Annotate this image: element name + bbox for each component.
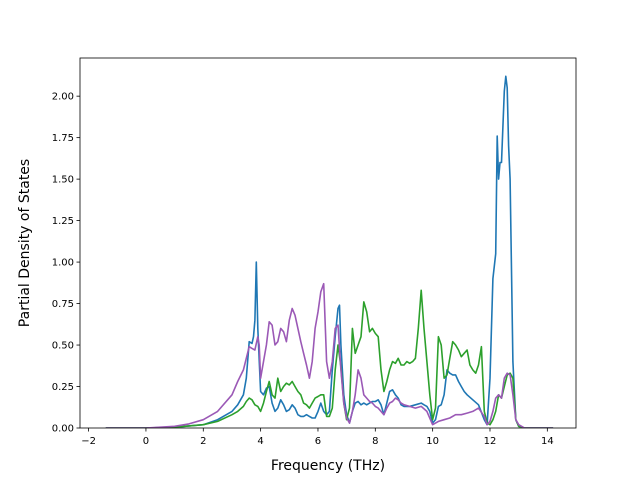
x-tick-label: 14 [541, 436, 554, 447]
plot-area [79, 57, 577, 429]
x-tick-label: 8 [372, 436, 378, 447]
y-axis-label: Partial Density of States [17, 159, 33, 327]
y-tick-label: 0.00 [52, 424, 74, 435]
x-tick-label: 2 [200, 436, 206, 447]
axes-frame [79, 57, 577, 429]
series-layer [105, 75, 554, 428]
x-tick-label: 0 [143, 436, 149, 447]
y-tick-label: 0.50 [52, 341, 74, 352]
x-axis: −2 0 2 4 6 8 10 12 14 [81, 428, 554, 447]
y-tick-label: 0.25 [52, 382, 74, 393]
y-tick-label: 0.75 [52, 299, 74, 310]
x-axis-label: Frequency (THz) [271, 458, 385, 474]
x-tick-label: 10 [426, 436, 439, 447]
y-tick-label: 1.75 [52, 133, 74, 144]
series-line-2 [105, 289, 554, 428]
y-tick-label: 1.00 [52, 258, 74, 269]
x-tick-label: −2 [81, 436, 96, 447]
x-tick-label: 6 [315, 436, 321, 447]
series-line-3 [105, 282, 554, 428]
y-tick-label: 1.25 [52, 216, 74, 227]
x-tick-label: 4 [257, 436, 263, 447]
x-tick-label: 12 [484, 436, 497, 447]
y-tick-label: 2.00 [52, 92, 74, 103]
y-axis: 0.00 0.25 0.50 0.75 1.00 1.25 1.50 1.75 2.00 [52, 92, 80, 435]
y-tick-label: 1.50 [52, 175, 74, 186]
